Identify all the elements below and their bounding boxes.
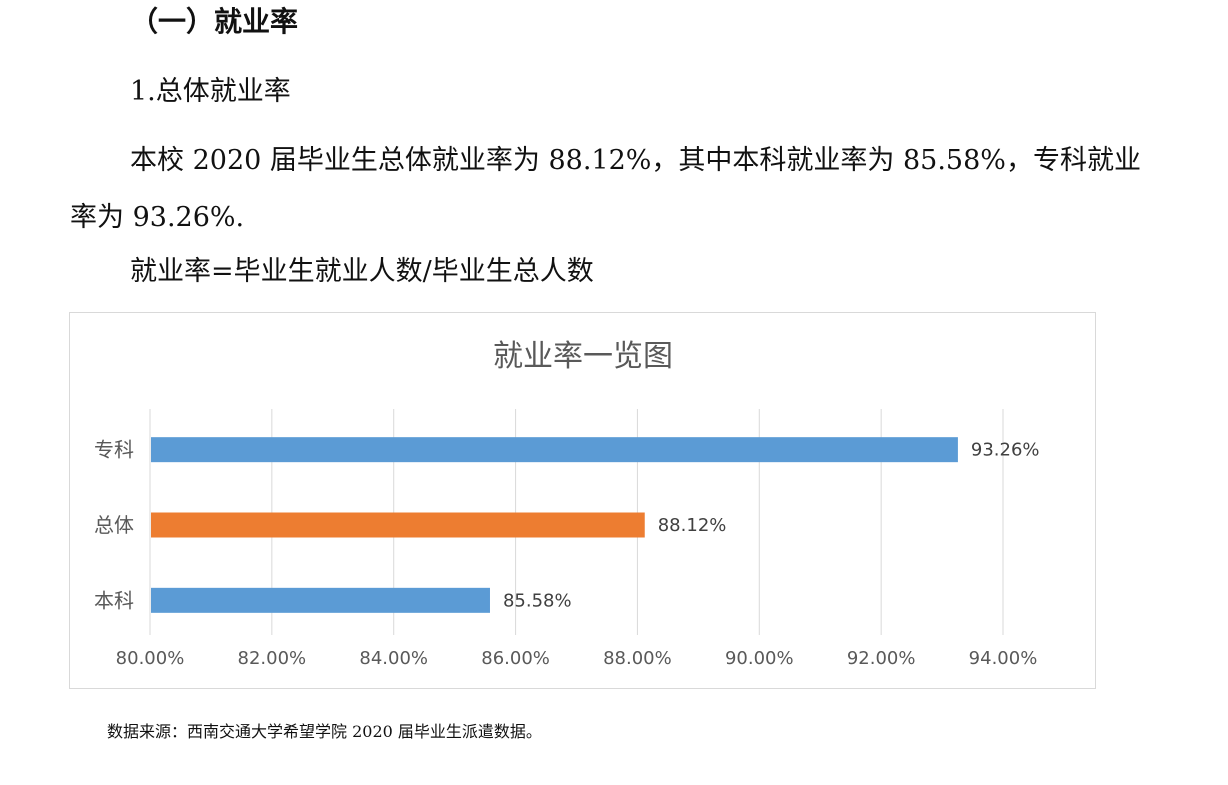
bar bbox=[151, 512, 645, 538]
value-label: 93.26% bbox=[971, 440, 1040, 461]
value-label: 88.12% bbox=[658, 515, 727, 536]
chart-labels: 80.00% 82.00% 84.00% 86.00% 88.00% 90.00% 92.0… bbox=[94, 438, 1040, 669]
value-label: 85.58% bbox=[503, 590, 572, 611]
chart-canvas: 80.00% 82.00% 84.00% 86.00% 88.00% 90.00% 92.0… bbox=[94, 339, 1040, 669]
x-tick-label: 86.00% bbox=[481, 648, 550, 669]
sub-heading: 1.总体就业率 bbox=[130, 76, 291, 107]
x-tick-label: 82.00% bbox=[238, 648, 307, 669]
bar bbox=[151, 587, 490, 613]
category-label: 总体 bbox=[94, 513, 134, 537]
employment-rate-paragraph: 本校 2020 届毕业生总体就业率为 88.12%，其中本科就业率为 85.58… bbox=[70, 145, 1141, 233]
chart-title: 就业率一览图 bbox=[493, 339, 673, 374]
x-tick-label: 94.00% bbox=[969, 648, 1038, 669]
category-label: 专科 bbox=[94, 438, 134, 462]
bar bbox=[151, 437, 958, 463]
x-tick-label: 92.00% bbox=[847, 648, 916, 669]
chart-bars bbox=[151, 437, 958, 613]
category-label: 本科 bbox=[94, 588, 134, 612]
x-tick-label: 88.00% bbox=[603, 648, 672, 669]
employment-rate-chart: 80.00% 82.00% 84.00% 86.00% 88.00% 90.00% 92.0… bbox=[69, 312, 1096, 689]
x-tick-label: 80.00% bbox=[116, 648, 185, 669]
employment-rate-formula: 就业率=毕业生就业人数/毕业生总人数 bbox=[130, 256, 594, 287]
source-note: 数据来源：西南交通大学希望学院 2020 届毕业生派遣数据。 bbox=[107, 722, 542, 741]
x-tick-label: 90.00% bbox=[725, 648, 794, 669]
section-heading: （一）就业率 bbox=[130, 5, 299, 38]
x-tick-label: 84.00% bbox=[359, 648, 428, 669]
